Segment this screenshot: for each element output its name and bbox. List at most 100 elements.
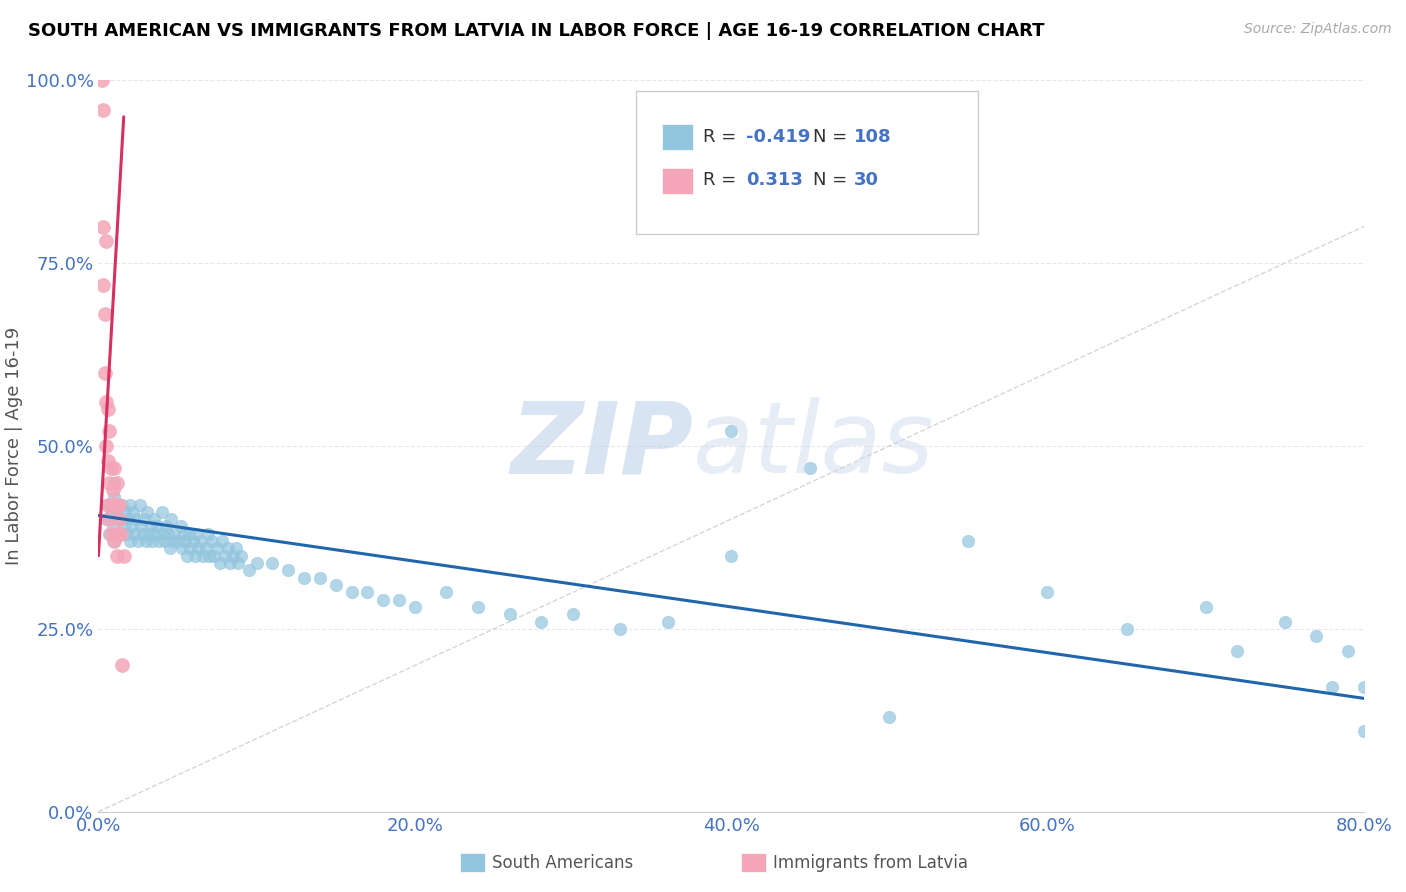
Point bbox=[120, 534, 141, 549]
Point bbox=[93, 366, 117, 380]
Point bbox=[498, 607, 520, 622]
FancyBboxPatch shape bbox=[636, 91, 979, 234]
Point bbox=[138, 526, 160, 541]
Text: N =: N = bbox=[813, 128, 853, 146]
Point bbox=[104, 526, 127, 541]
Point bbox=[91, 278, 114, 293]
Point bbox=[134, 512, 156, 526]
Point bbox=[103, 534, 125, 549]
Text: R =: R = bbox=[703, 128, 742, 146]
Point bbox=[1274, 615, 1296, 629]
Point bbox=[141, 534, 163, 549]
Point bbox=[150, 505, 173, 519]
Point bbox=[104, 498, 127, 512]
Point bbox=[238, 563, 260, 577]
Point bbox=[157, 526, 180, 541]
Point bbox=[91, 219, 114, 234]
Point bbox=[103, 534, 125, 549]
Point bbox=[136, 505, 159, 519]
Point bbox=[292, 571, 315, 585]
Point bbox=[97, 402, 120, 417]
Point bbox=[96, 439, 118, 453]
Point bbox=[98, 475, 121, 490]
Point bbox=[93, 307, 117, 321]
Point bbox=[325, 578, 347, 592]
Point bbox=[110, 526, 132, 541]
Point bbox=[340, 585, 363, 599]
Point bbox=[1305, 629, 1327, 643]
Point bbox=[145, 526, 166, 541]
Point bbox=[100, 526, 122, 541]
Point bbox=[530, 615, 553, 629]
Point bbox=[100, 461, 122, 475]
Point bbox=[957, 534, 980, 549]
Point bbox=[101, 519, 124, 533]
Point bbox=[97, 498, 120, 512]
Text: 108: 108 bbox=[853, 128, 891, 146]
Text: 0.313: 0.313 bbox=[747, 171, 803, 189]
Point bbox=[246, 556, 269, 570]
Point bbox=[1353, 681, 1375, 695]
Point bbox=[98, 512, 121, 526]
Point bbox=[142, 512, 165, 526]
Point bbox=[720, 549, 742, 563]
Point bbox=[128, 498, 150, 512]
Text: Immigrants from Latvia: Immigrants from Latvia bbox=[773, 855, 969, 872]
Point bbox=[135, 534, 157, 549]
Point bbox=[202, 549, 225, 563]
Point bbox=[120, 498, 141, 512]
Point bbox=[172, 541, 194, 556]
Text: Source: ZipAtlas.com: Source: ZipAtlas.com bbox=[1244, 22, 1392, 37]
Point bbox=[127, 534, 149, 549]
Text: South Americans: South Americans bbox=[492, 855, 633, 872]
Point bbox=[110, 512, 132, 526]
Point bbox=[205, 541, 228, 556]
Point bbox=[98, 526, 121, 541]
Point bbox=[1115, 622, 1137, 636]
Point bbox=[191, 549, 214, 563]
Point bbox=[90, 73, 112, 87]
Point bbox=[152, 526, 174, 541]
FancyBboxPatch shape bbox=[661, 124, 693, 150]
Point bbox=[101, 498, 124, 512]
Point bbox=[91, 103, 114, 117]
Point bbox=[100, 505, 122, 519]
Point bbox=[211, 534, 233, 549]
Point bbox=[96, 234, 118, 248]
Point bbox=[799, 461, 821, 475]
Point bbox=[96, 512, 118, 526]
Point bbox=[121, 519, 143, 533]
Point bbox=[176, 549, 198, 563]
Point bbox=[174, 534, 197, 549]
Point bbox=[209, 556, 232, 570]
Point bbox=[309, 571, 332, 585]
Point bbox=[132, 526, 155, 541]
Point bbox=[404, 599, 426, 614]
Point bbox=[277, 563, 299, 577]
Point bbox=[163, 526, 186, 541]
Point bbox=[1353, 724, 1375, 739]
Point bbox=[155, 519, 177, 533]
Point bbox=[153, 534, 176, 549]
FancyBboxPatch shape bbox=[661, 168, 693, 194]
Point bbox=[720, 425, 742, 439]
Point bbox=[146, 519, 169, 533]
Text: ZIP: ZIP bbox=[510, 398, 693, 494]
Point bbox=[356, 585, 378, 599]
Point bbox=[103, 461, 125, 475]
Point bbox=[162, 534, 184, 549]
Point bbox=[262, 556, 284, 570]
Point bbox=[96, 395, 118, 409]
Point bbox=[107, 505, 129, 519]
Point bbox=[179, 541, 201, 556]
Point bbox=[229, 549, 252, 563]
Text: N =: N = bbox=[813, 171, 853, 189]
Point bbox=[108, 498, 131, 512]
Point bbox=[115, 526, 138, 541]
Point bbox=[1337, 644, 1360, 658]
Point bbox=[218, 556, 240, 570]
Point bbox=[1036, 585, 1059, 599]
Point bbox=[101, 483, 124, 497]
Point bbox=[111, 658, 134, 673]
Point bbox=[117, 512, 139, 526]
